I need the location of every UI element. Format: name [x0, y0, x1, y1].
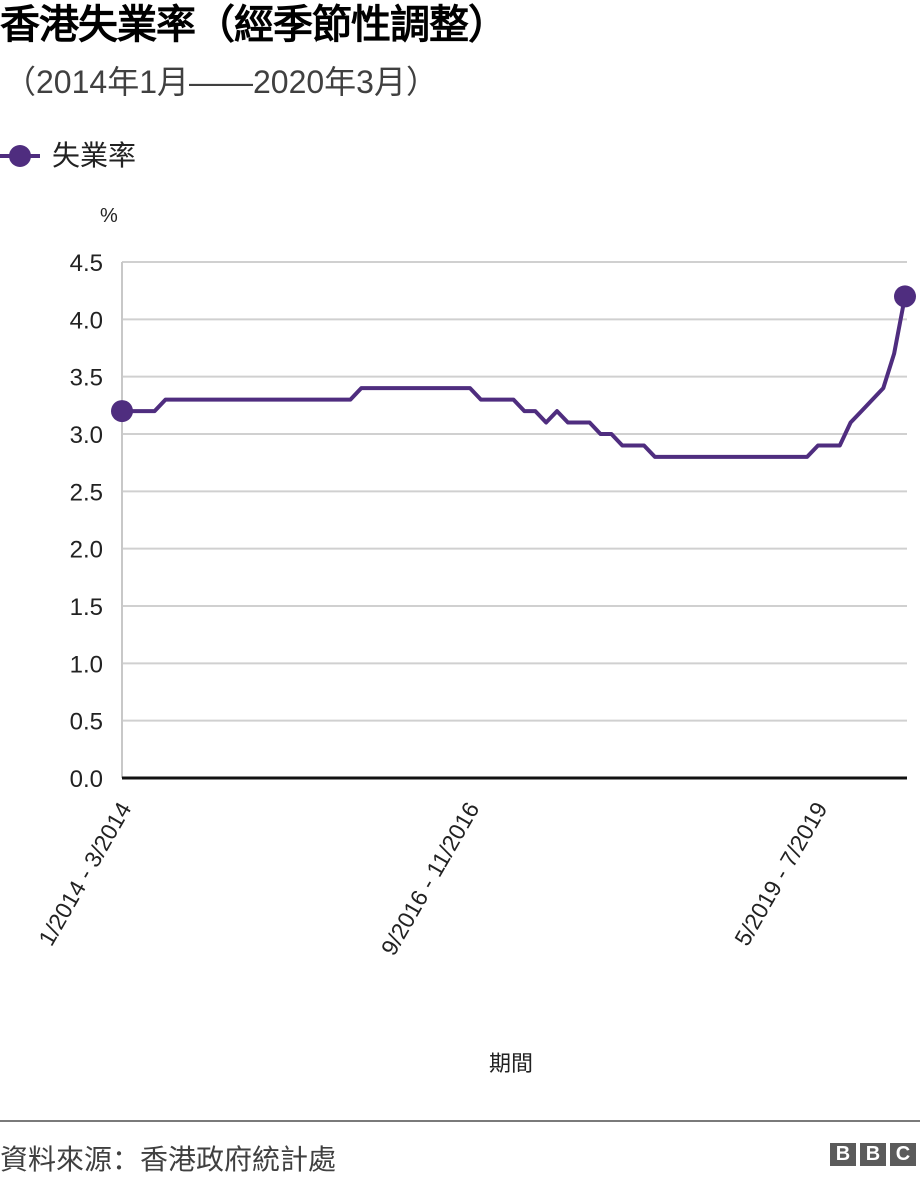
footer-divider [0, 1120, 920, 1122]
data-point-marker [111, 400, 133, 423]
bbc-logo-letter: C [890, 1143, 916, 1166]
x-axis-tick-labels: 1/2014 - 3/2014 9/2016 - 11/2016 5/2019 - … [33, 797, 832, 959]
y-tick-label: 4.0 [70, 307, 103, 334]
y-tick-label: 1.0 [70, 651, 103, 678]
y-tick-label: 2.5 [70, 479, 103, 506]
y-tick-label: 4.5 [70, 250, 103, 277]
chart-subtitle: （2014年1月——2020年3月） [4, 64, 438, 100]
x-tick-label: 9/2016 - 11/2016 [376, 798, 485, 960]
bbc-logo-letter: B [860, 1143, 886, 1166]
data-point-marker [894, 285, 916, 308]
bbc-logo: B B C [830, 1143, 916, 1166]
y-tick-label: 2.0 [70, 537, 103, 564]
legend-label: 失業率 [52, 140, 137, 171]
gridlines [122, 261, 907, 722]
chart-title: 香港失業率（經季節性調整） [0, 3, 508, 47]
endpoint-markers [111, 285, 916, 423]
y-axis-unit: % [100, 205, 118, 227]
bbc-logo-letter: B [830, 1143, 856, 1166]
y-tick-label: 3.5 [70, 365, 103, 392]
x-axis-title: 期間 [489, 1051, 534, 1076]
y-tick-label: 0.0 [70, 766, 103, 793]
line-chart: 0.0 0.5 1.0 1.5 2.0 2.5 3.0 3.5 4.0 4.5 1/2014 - … [33, 250, 916, 960]
y-tick-label: 3.0 [70, 422, 103, 449]
y-axis-ticks: 0.0 0.5 1.0 1.5 2.0 2.5 3.0 3.5 4.0 4.5 [70, 250, 103, 793]
x-tick-label: 1/2014 - 3/2014 [33, 797, 136, 950]
y-tick-label: 1.5 [70, 594, 103, 621]
y-tick-label: 0.5 [70, 709, 103, 736]
unemployment-rate-line [122, 296, 907, 459]
source-note: 資料來源：香港政府統計處 [0, 1144, 337, 1175]
x-tick-label: 5/2019 - 7/2019 [729, 798, 832, 951]
legend: 失業率 [0, 136, 136, 176]
legend-marker-icon [0, 136, 42, 176]
